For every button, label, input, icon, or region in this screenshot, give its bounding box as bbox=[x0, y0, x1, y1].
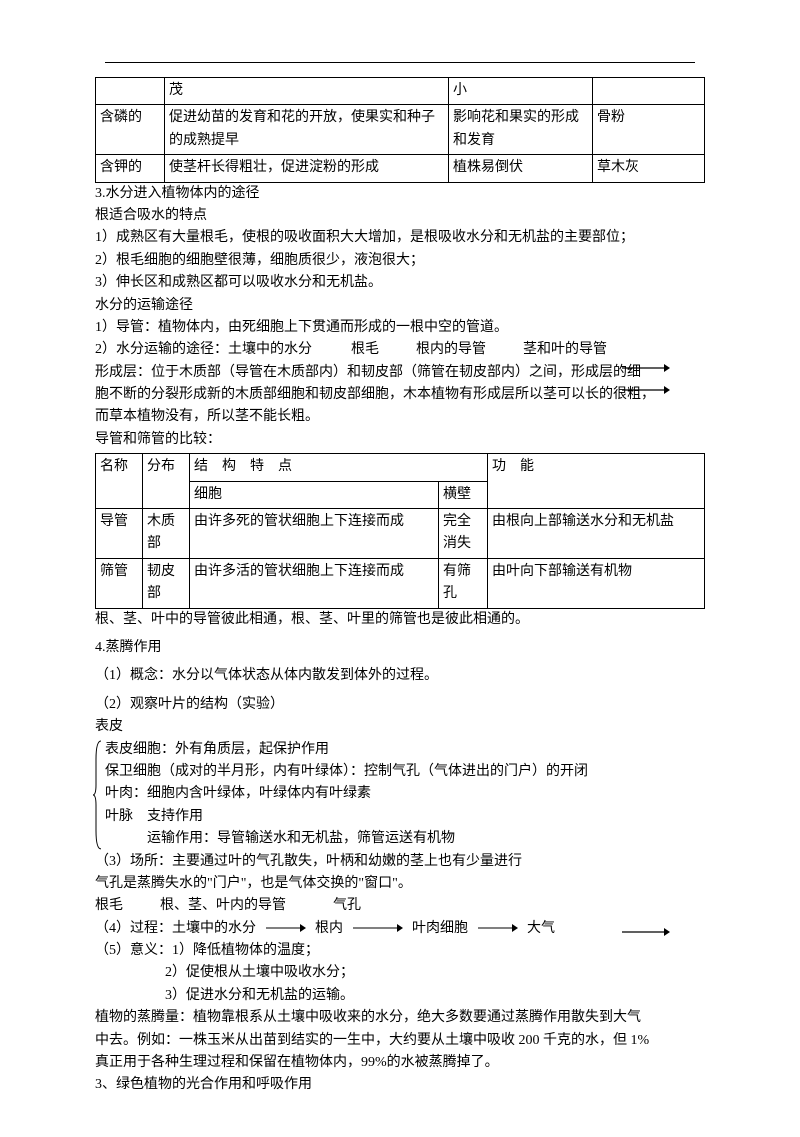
text-line: （1）概念：水分以气体状态从体内散发到体外的过程。 bbox=[95, 665, 705, 687]
cell: 功 能 bbox=[488, 454, 705, 509]
cell: 骨粉 bbox=[593, 105, 705, 155]
cell: 分布 bbox=[143, 454, 190, 509]
cell: 导管 bbox=[96, 509, 143, 559]
list-item: 1）导管：植物体内，由死细胞上下贯通而形成的一根中空的管道。 bbox=[95, 317, 705, 339]
arrow-icon bbox=[622, 360, 670, 382]
arrow-icon bbox=[478, 923, 518, 933]
table-row: 导管 木质部 由许多死的管状细胞上下连接而成 完全消失 由根向上部输送水分和无机… bbox=[96, 509, 705, 559]
cell: 小 bbox=[449, 78, 593, 105]
table-row: 茂 小 bbox=[96, 78, 705, 105]
cell: 名称 bbox=[96, 454, 143, 509]
proc-seg: 叶肉细胞 bbox=[412, 921, 468, 936]
table-row: 含磷的 促进幼苗的发育和花的开放，使果实和种子的成熟提早 影响花和果实的形成和发… bbox=[96, 105, 705, 155]
cell bbox=[96, 78, 165, 105]
brace-group: 表皮细胞：外有角质层，起保护作用 保卫细胞（成对的半月形，内有叶绿体）：控制气孔… bbox=[95, 739, 705, 851]
cell bbox=[593, 78, 705, 105]
path-seg-3: 根内的导管 bbox=[416, 342, 486, 357]
brace-line: 保卫细胞（成对的半月形，内有叶绿体）：控制气孔（气体进出的门户）的开闭 bbox=[105, 761, 705, 783]
text-line: 中去。例如：一株玉米从出苗到结实的一生中，大约要从土壤中吸收 200 千克的水，… bbox=[95, 1030, 705, 1052]
section-last: 3、绿色植物的光合作用和呼吸作用 bbox=[95, 1074, 705, 1096]
text-line: 水分的运输途径 bbox=[95, 295, 705, 317]
cell: 完全消失 bbox=[439, 509, 488, 559]
brace-line: 运输作用：导管输送水和无机盐，筛管运送有机物 bbox=[105, 828, 705, 850]
text-line: 形成层：位于木质部（导管在木质部内）和韧皮部（筛管在韧皮部内）之间，形成层的细 bbox=[95, 362, 705, 384]
text-line: 导管和筛管的比较： bbox=[95, 429, 705, 451]
proc-seg: 根毛 bbox=[95, 898, 123, 913]
cell: 细胞 bbox=[190, 481, 439, 508]
arrow-icon bbox=[622, 924, 670, 946]
cell: 含磷的 bbox=[96, 105, 165, 155]
top-rule bbox=[105, 62, 695, 63]
cell: 结 构 特 点 bbox=[190, 454, 488, 481]
cell: 韧皮部 bbox=[143, 558, 190, 608]
text-line: 气孔是蒸腾失水的"门户"，也是气体交换的"窗口"。 bbox=[95, 873, 705, 895]
text-line: 表皮 bbox=[95, 716, 705, 738]
cell: 横壁 bbox=[439, 481, 488, 508]
nutrient-table: 茂 小 含磷的 促进幼苗的发育和花的开放，使果实和种子的成熟提早 影响花和果实的… bbox=[95, 77, 705, 183]
table-row: 名称 分布 结 构 特 点 功 能 bbox=[96, 454, 705, 481]
list-item: 1）成熟区有大量根毛，使根的吸收面积大大增加，是根吸收水分和无机盐的主要部位； bbox=[95, 227, 705, 249]
cell: 影响花和果实的形成和发育 bbox=[449, 105, 593, 155]
text-line: 根、茎、叶中的导管彼此相通，根、茎、叶里的筛管也是彼此相通的。 bbox=[95, 609, 705, 631]
process-line-2: （4）过程：土壤中的水分 根内 叶肉细胞 大气 bbox=[95, 918, 705, 940]
section-3-title: 3.水分进入植物体内的途径 bbox=[95, 183, 705, 205]
proc-seg: （4）过程：土壤中的水分 bbox=[95, 921, 256, 936]
cell: 有筛孔 bbox=[439, 558, 488, 608]
brace-line: 叶脉 支持作用 bbox=[105, 806, 705, 828]
vessel-compare-table: 名称 分布 结 构 特 点 功 能 细胞 横壁 导管 木质部 由许多死的管状细胞… bbox=[95, 453, 705, 608]
brace-icon bbox=[93, 739, 103, 851]
text-line: （2）观察叶片的结构（实验） bbox=[95, 694, 705, 716]
cell: 由许多活的管状细胞上下连接而成 bbox=[190, 558, 439, 608]
proc-seg: 大气 bbox=[527, 921, 555, 936]
cell: 含钾的 bbox=[96, 155, 165, 182]
list-item: （5）意义：1）降低植物体的温度； bbox=[95, 940, 705, 962]
table-row: 含钾的 使茎杆长得粗壮，促进淀粉的形成 植株易倒伏 草木灰 bbox=[96, 155, 705, 182]
cell: 木质部 bbox=[143, 509, 190, 559]
text-line: 而草本植物没有，所以茎不能长粗。 bbox=[95, 406, 705, 428]
brace-line: 叶肉：细胞内含叶绿体，叶绿体内有叶绿素 bbox=[105, 783, 705, 805]
list-item: 3）伸长区和成熟区都可以吸收水分和无机盐。 bbox=[95, 272, 705, 294]
path-seg-1: 2）水分运输的途径：土壤中的水分 bbox=[95, 342, 312, 357]
cell: 由叶向下部输送有机物 bbox=[488, 558, 705, 608]
process-line-1: 根毛 根、茎、叶内的导管 气孔 bbox=[95, 895, 705, 917]
cell: 使茎杆长得粗壮，促进淀粉的形成 bbox=[165, 155, 449, 182]
cell: 由许多死的管状细胞上下连接而成 bbox=[190, 509, 439, 559]
proc-seg: 根内 bbox=[315, 921, 343, 936]
text-line: 根适合吸水的特点 bbox=[95, 205, 705, 227]
path-seg-4: 茎和叶的导管 bbox=[523, 342, 607, 357]
cell: 由根向上部输送水分和无机盐 bbox=[488, 509, 705, 559]
proc-seg: 气孔 bbox=[333, 898, 361, 913]
cell: 筛管 bbox=[96, 558, 143, 608]
list-item: 2）根毛细胞的细胞壁很薄，细胞质很少，液泡很大； bbox=[95, 250, 705, 272]
text-line: 真正用于各种生理过程和保留在植物体内，99%的水被蒸腾掉了。 bbox=[95, 1052, 705, 1074]
text-line: 植物的蒸腾量：植物靠根系从土壤中吸收来的水分，绝大多数要通过蒸腾作用散失到大气 bbox=[95, 1007, 705, 1029]
text-line: （3）场所：主要通过叶的气孔散失，叶柄和幼嫩的茎上也有少量进行 bbox=[95, 851, 705, 873]
brace-line: 表皮细胞：外有角质层，起保护作用 bbox=[105, 739, 705, 761]
list-item: 2）促使根从土壤中吸收水分； bbox=[95, 962, 705, 984]
list-item: 3）促进水分和无机盐的运输。 bbox=[95, 985, 705, 1007]
arrow-icon bbox=[353, 923, 403, 933]
cell: 植株易倒伏 bbox=[449, 155, 593, 182]
proc-seg: 根、茎、叶内的导管 bbox=[160, 898, 286, 913]
table-row: 筛管 韧皮部 由许多活的管状细胞上下连接而成 有筛孔 由叶向下部输送有机物 bbox=[96, 558, 705, 608]
path-seg-2: 根毛 bbox=[351, 342, 379, 357]
cell: 促进幼苗的发育和花的开放，使果实和种子的成熟提早 bbox=[165, 105, 449, 155]
water-path-line: 2）水分运输的途径：土壤中的水分 根毛 根内的导管 茎和叶的导管 bbox=[95, 339, 705, 361]
cell: 茂 bbox=[165, 78, 449, 105]
arrow-icon bbox=[266, 923, 306, 933]
section-4-title: 4.蒸腾作用 bbox=[95, 637, 705, 659]
text-line: 胞不断的分裂形成新的木质部细胞和韧皮部细胞，木本植物有形成层所以茎可以长的很粗， bbox=[95, 384, 705, 406]
cell: 草木灰 bbox=[593, 155, 705, 182]
arrow-icon bbox=[622, 382, 670, 404]
